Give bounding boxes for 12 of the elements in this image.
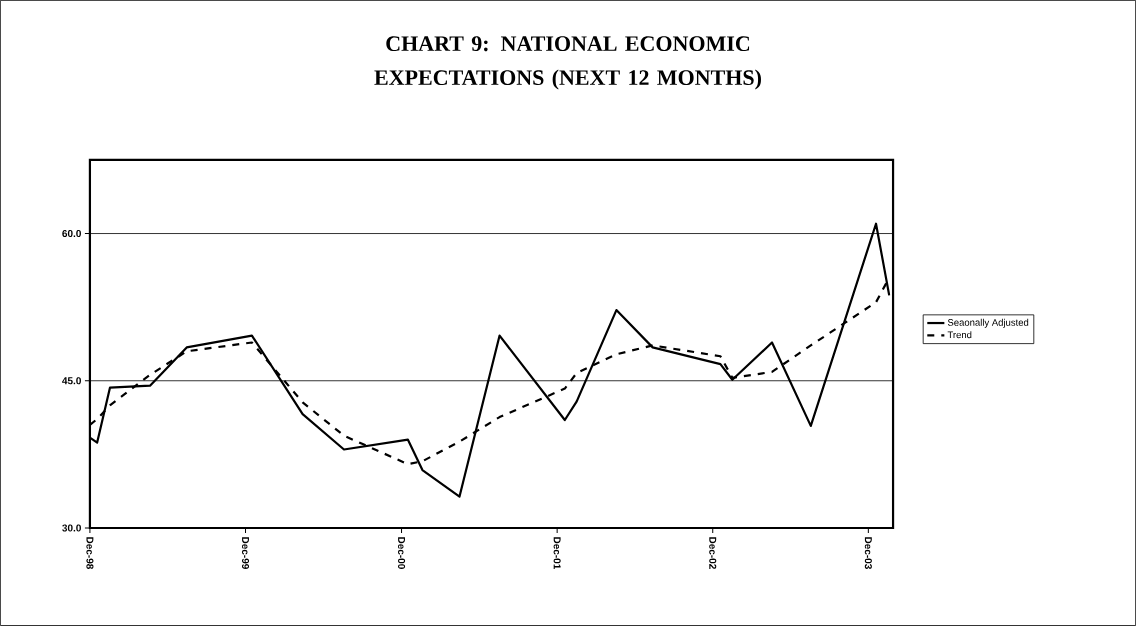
x-tick-label: Dec-02 [709, 537, 717, 569]
x-tick-label: Dec-00 [398, 537, 406, 569]
legend-label: Trend [947, 331, 972, 339]
x-tick-label: Dec-03 [864, 537, 872, 570]
y-tick-label: 60.0 [62, 230, 81, 238]
chart-title: CHART 9: NATIONAL ECONOMIC EXPECTATIONS (NEXT 12 MONTHS) [374, 36, 761, 90]
y-tick-label: 45.0 [62, 377, 81, 385]
x-tick-label: Dec-01 [553, 537, 561, 570]
y-tick-label: 30.0 [62, 524, 81, 532]
x-tick-label: Dec-99 [241, 537, 250, 569]
x-tick-label: Dec-98 [86, 537, 94, 570]
legend-label: Seaonally Adjusted [947, 318, 1029, 328]
